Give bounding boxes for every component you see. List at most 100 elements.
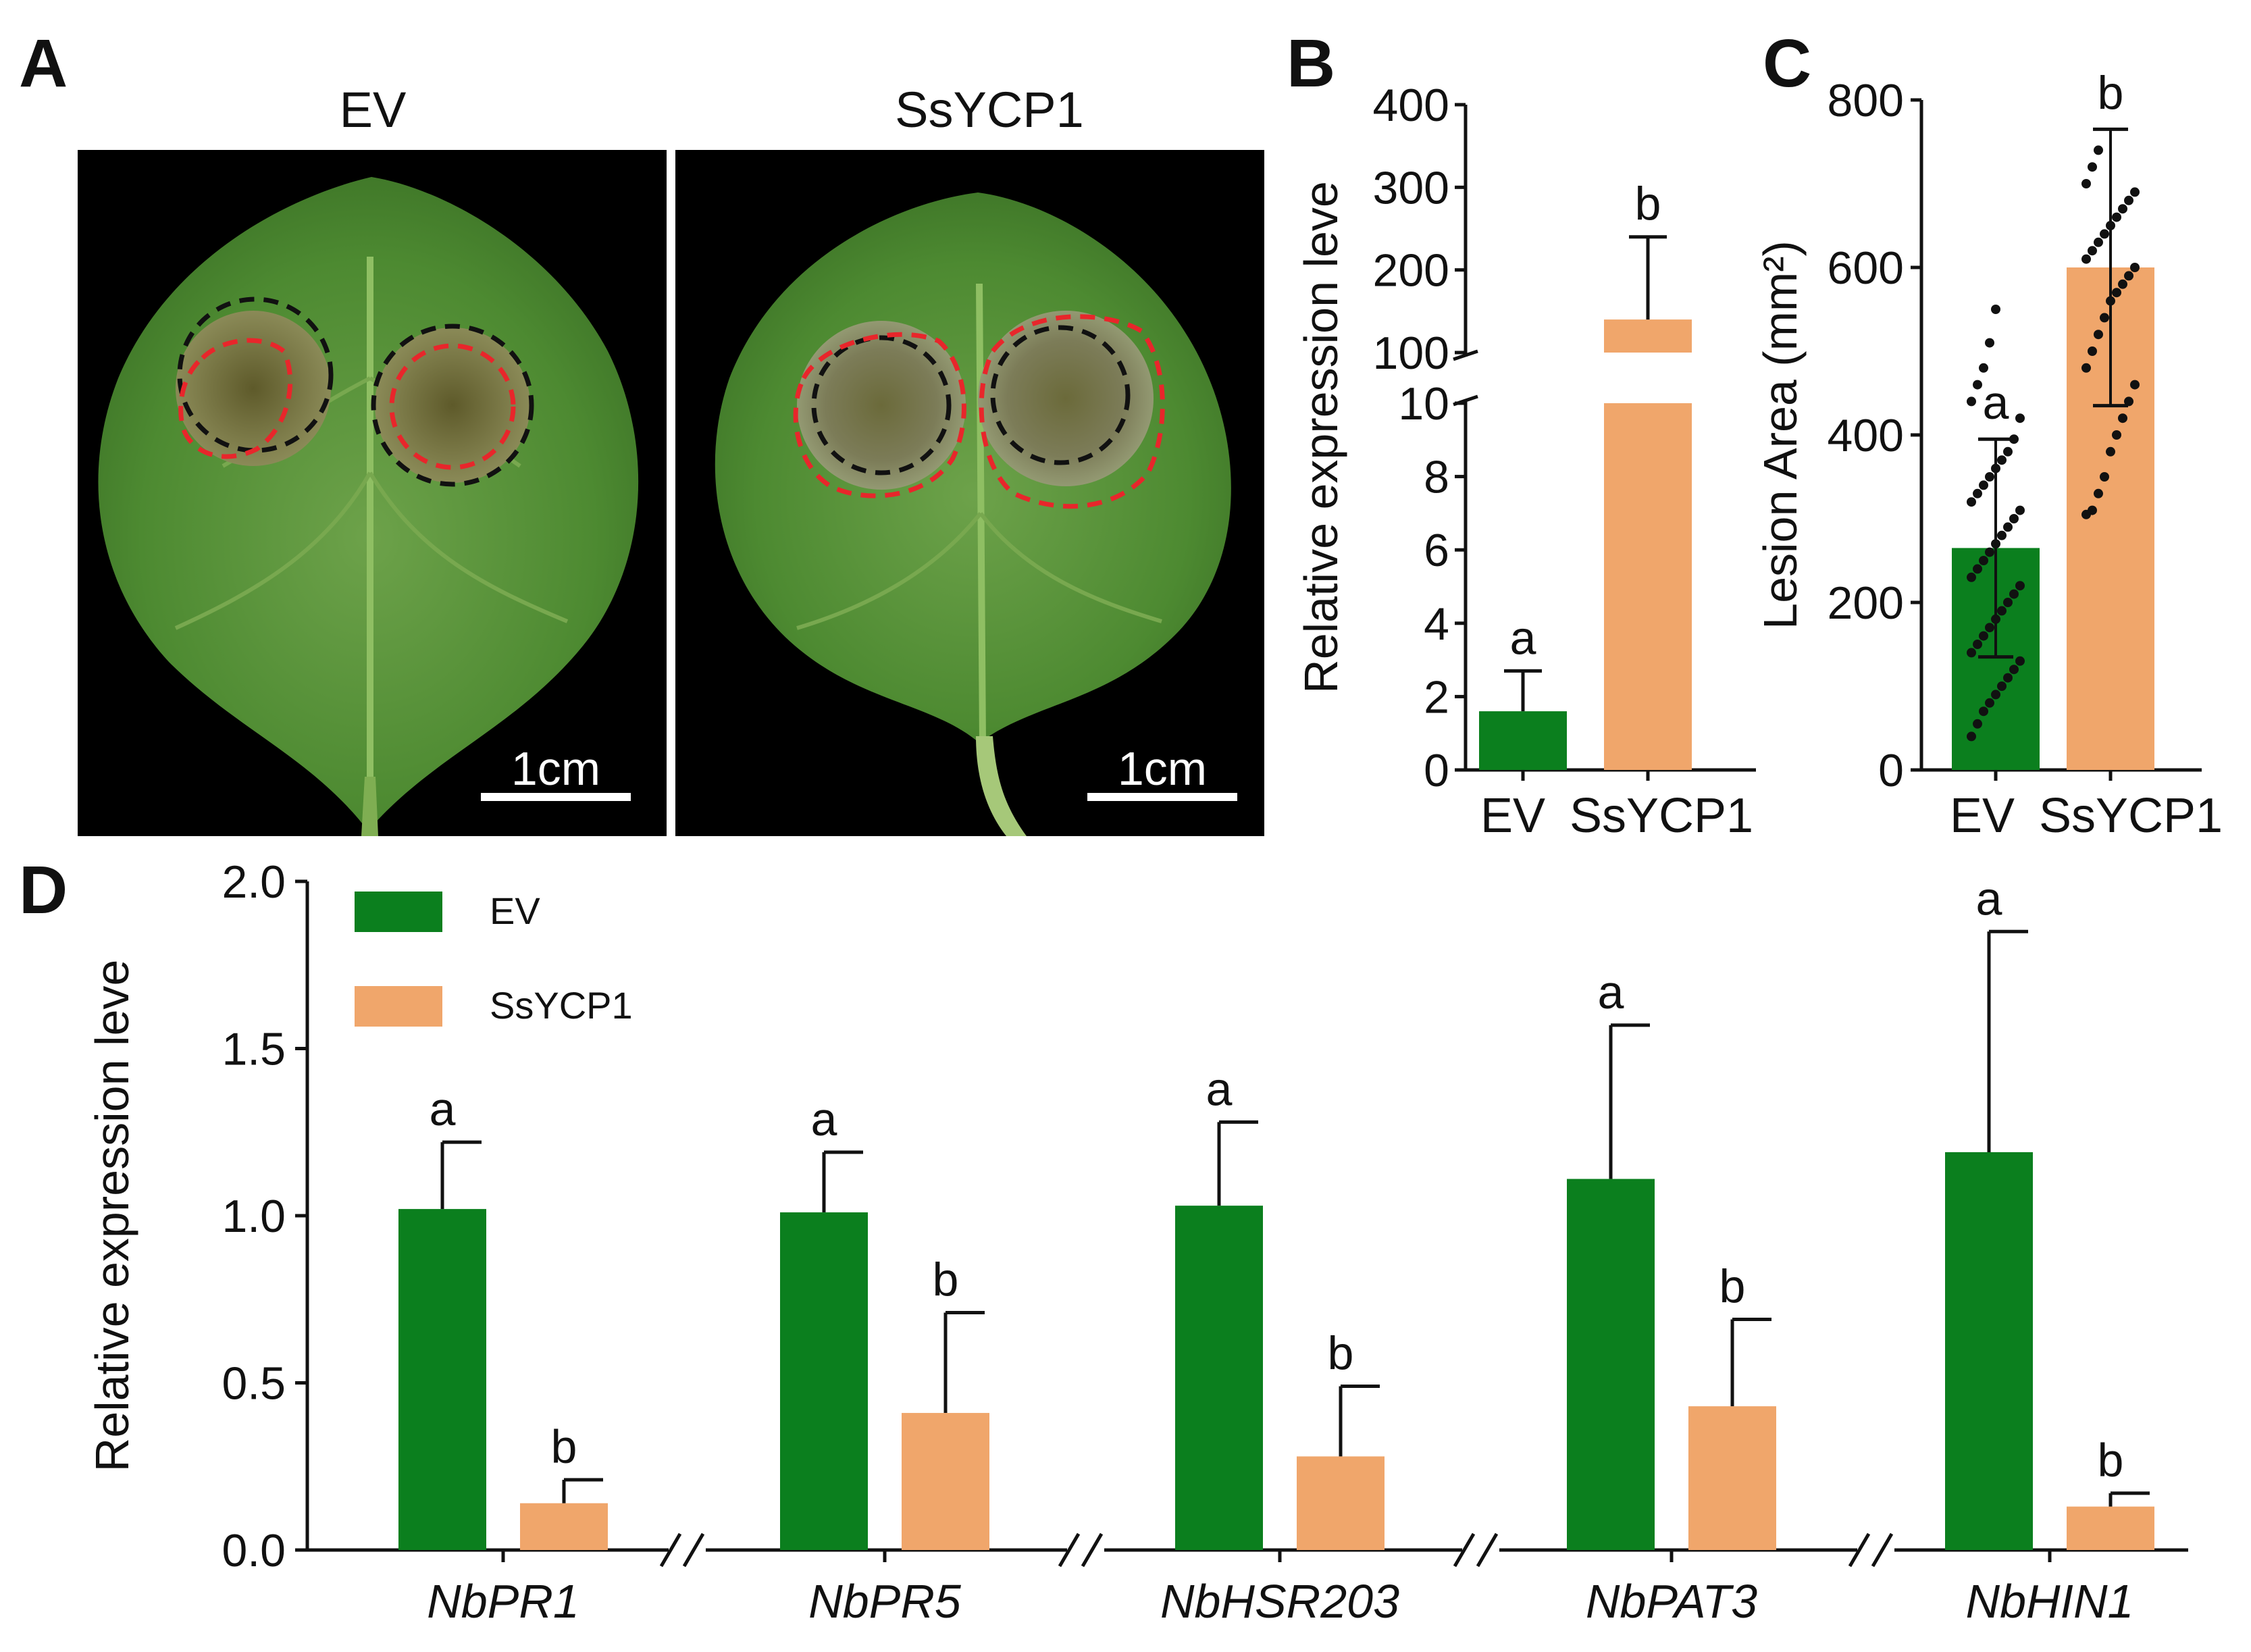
y-tick-label: 0 [1424, 745, 1449, 796]
scale-bar-ev [481, 793, 631, 801]
data-point [2094, 330, 2103, 340]
data-point [2009, 665, 2019, 675]
data-point [1967, 731, 1976, 742]
data-point [1967, 572, 1976, 582]
data-point [2081, 254, 2091, 264]
data-point [2130, 187, 2140, 197]
data-point [2130, 380, 2140, 390]
y-tick-label: 1.5 [222, 1024, 286, 1075]
legend-swatch [355, 986, 442, 1027]
data-point [2112, 212, 2121, 222]
x-category-label: NbPR1 [427, 1575, 579, 1628]
panel-a-title-ssycp1: SsYCP1 [895, 82, 1084, 138]
significance-letter: a [1206, 1062, 1233, 1115]
data-point [2015, 505, 2025, 515]
data-point [2118, 279, 2127, 289]
panel-label-b: B [1287, 26, 1335, 101]
data-point [2081, 363, 2091, 373]
data-point [1991, 614, 2000, 624]
data-point [2118, 204, 2127, 214]
y-tick-label: 100 [1373, 328, 1449, 379]
data-point [1973, 640, 1982, 649]
y-tick-label: 10 [1398, 378, 1449, 430]
x-category-label: NbPAT3 [1586, 1575, 1757, 1628]
legend-swatch [355, 892, 442, 932]
significance-letter: a [811, 1093, 837, 1145]
significance-letter: a [430, 1083, 456, 1135]
data-point [2088, 346, 2097, 356]
data-point [1997, 681, 2007, 691]
data-point [2015, 656, 2025, 666]
data-point [2094, 145, 2103, 155]
data-point [2088, 505, 2097, 515]
data-point [2100, 313, 2109, 323]
leaf-photo-ssycp1: 1cm [675, 150, 1264, 836]
y-tick-label: 200 [1373, 245, 1449, 296]
data-point [1979, 706, 1988, 717]
data-point [1973, 380, 1982, 390]
data-point [2009, 514, 2019, 523]
bar [1175, 1206, 1263, 1550]
bar [1945, 1152, 2033, 1550]
axis-break-mark [1453, 349, 1478, 361]
bar [520, 1503, 608, 1550]
significance-letter: b [2098, 1434, 2124, 1487]
lesion-outline-black [177, 296, 334, 453]
panel-label-a: A [19, 26, 68, 101]
x-category-label: SsYCP1 [1570, 789, 1753, 843]
data-point [1997, 530, 2007, 540]
y-tick-label: 400 [1828, 410, 1904, 461]
axis-break-mark [1453, 1532, 1476, 1568]
data-point [2106, 296, 2115, 306]
data-point [2100, 472, 2109, 482]
data-point [1973, 488, 1982, 498]
data-point [2003, 446, 2013, 457]
legend-label: SsYCP1 [490, 984, 633, 1027]
data-point [2094, 488, 2103, 498]
data-point [1967, 648, 1976, 658]
scale-bar-label-ssycp1: 1cm [1118, 742, 1207, 795]
data-point [2100, 229, 2109, 239]
data-point [1991, 539, 2000, 549]
data-point [2124, 195, 2133, 205]
data-point [2130, 263, 2140, 272]
y-axis-title: Relative expression leve [1295, 181, 1347, 694]
data-point [2106, 221, 2115, 230]
y-tick-label: 0.0 [222, 1525, 286, 1576]
significance-letter: a [1598, 966, 1624, 1018]
y-tick-label: 200 [1828, 577, 1904, 629]
data-point [1979, 556, 1988, 565]
axis-break-mark [659, 1532, 682, 1568]
bar [398, 1209, 486, 1550]
significance-letter: b [1719, 1260, 1746, 1312]
data-point [2094, 237, 2103, 247]
y-tick-label: 800 [1828, 75, 1904, 126]
chart-gene-expression-d: 0.0 0.5 1.0 1.5 2.0 Relative expression leve a… [86, 856, 2188, 1628]
bar [1604, 403, 1692, 770]
data-point [2088, 246, 2097, 256]
significance-letter: a [1510, 611, 1536, 664]
bar [780, 1212, 868, 1550]
bar [1479, 711, 1567, 770]
data-point [2009, 434, 2019, 444]
data-point [2015, 581, 2025, 591]
bar [1567, 1179, 1655, 1550]
y-tick-label: 4 [1424, 598, 1449, 650]
x-category-label: EV [1480, 789, 1545, 843]
data-point [1973, 719, 1982, 729]
x-category-label: NbHIN1 [1966, 1575, 2134, 1628]
y-tick-label: 8 [1424, 452, 1449, 503]
y-tick-label: 400 [1373, 80, 1449, 131]
y-tick-label: 2 [1424, 671, 1449, 723]
data-point [1979, 631, 1988, 641]
data-point [1973, 564, 1982, 574]
significance-letter: a [1983, 376, 2009, 429]
data-point [1985, 623, 1994, 633]
legend-label: EV [490, 889, 540, 932]
lesion-outline-red [178, 338, 293, 459]
data-point [1991, 305, 2000, 314]
y-tick-label: 600 [1828, 242, 1904, 294]
data-point [1979, 480, 1988, 490]
significance-letter: b [1328, 1326, 1354, 1379]
